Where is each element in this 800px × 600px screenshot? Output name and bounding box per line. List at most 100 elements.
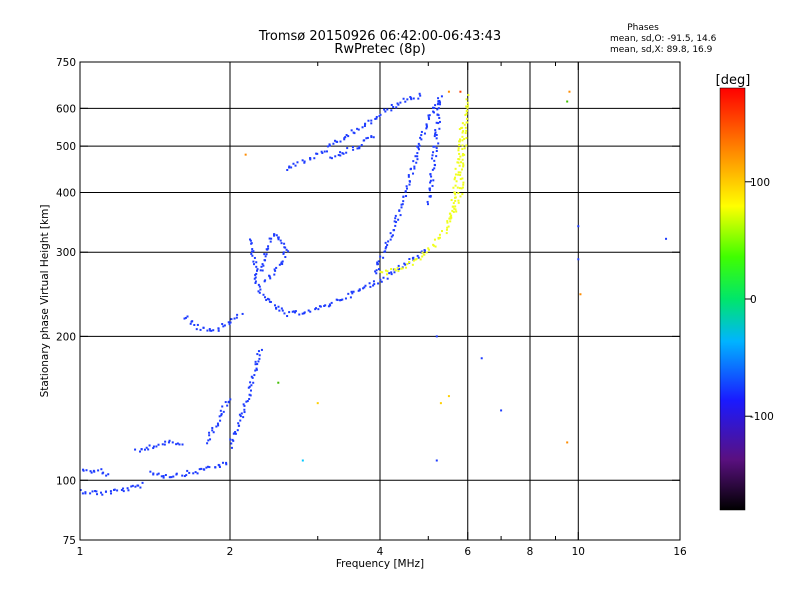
data-point-o: [436, 113, 439, 116]
data-point-o: [292, 310, 295, 313]
data-point-o: [251, 248, 254, 251]
data-point-o: [96, 493, 99, 496]
data-point-o: [403, 262, 406, 265]
data-point-o: [258, 291, 261, 294]
data-point-o: [423, 249, 426, 252]
colorbar-label: [deg]: [716, 73, 751, 88]
data-point-o: [109, 490, 112, 493]
data-point-x: [461, 177, 464, 180]
data-point-o: [285, 248, 288, 251]
data-point-o: [250, 252, 253, 255]
data-point-o: [434, 129, 437, 132]
data-point-scattered: [447, 90, 450, 93]
data-point-o: [394, 214, 397, 217]
data-point-o: [286, 169, 289, 172]
data-point-o: [230, 318, 233, 321]
data-point-o: [372, 136, 375, 139]
data-point-x: [448, 217, 451, 220]
data-point-o: [384, 241, 387, 244]
data-point-o: [269, 277, 272, 280]
data-point-x: [467, 93, 470, 96]
data-point-o: [140, 448, 143, 451]
data-point-o: [290, 166, 293, 169]
data-point-x: [401, 267, 404, 270]
data-point-x: [457, 171, 460, 174]
data-point-o: [438, 116, 441, 119]
data-point-o: [268, 298, 271, 301]
data-point-o: [337, 154, 340, 157]
data-point-o: [248, 393, 251, 396]
data-point-x: [412, 259, 415, 262]
data-point-o: [97, 469, 100, 472]
data-point-o: [396, 102, 399, 105]
data-point-x: [462, 164, 465, 167]
y-tick-label: 75: [63, 535, 76, 547]
data-point-o: [341, 298, 344, 301]
data-point-o: [321, 152, 324, 155]
data-point-scattered: [480, 357, 483, 360]
data-point-x: [466, 117, 469, 120]
data-point-o: [249, 381, 252, 384]
data-point-o: [254, 360, 257, 363]
data-point-o: [327, 305, 330, 308]
data-point-o: [339, 151, 342, 154]
data-point-o: [255, 368, 258, 371]
data-point-o: [379, 255, 382, 258]
data-point-o: [261, 263, 264, 266]
data-point-o: [390, 109, 393, 112]
data-point-x: [459, 195, 462, 198]
chart-title: Tromsø 20150926 06:42:00-06:43:43: [258, 29, 501, 44]
data-point-o: [435, 121, 438, 124]
data-point-x: [408, 261, 411, 264]
data-point-o: [416, 145, 419, 148]
data-point-o: [256, 268, 259, 271]
data-point-o: [241, 312, 244, 315]
data-point-o: [430, 175, 433, 178]
data-point-o: [412, 256, 415, 259]
data-point-o: [364, 284, 367, 287]
data-point-o: [281, 263, 284, 266]
data-point-x: [452, 205, 455, 208]
data-point-o: [425, 125, 428, 128]
data-point-o: [152, 473, 155, 476]
data-point-x: [458, 152, 461, 155]
data-point-scattered: [500, 409, 503, 412]
data-point-o: [263, 296, 266, 299]
data-point-o: [274, 269, 277, 272]
data-point-o: [416, 158, 419, 161]
data-point-o: [432, 179, 435, 182]
data-point-o: [252, 250, 255, 253]
data-point-o: [378, 115, 381, 118]
data-point-o: [405, 195, 408, 198]
data-point-x: [462, 162, 465, 165]
stats-line-o: mean, sd,O: -91.5, 14.6: [610, 34, 717, 44]
data-point-o: [324, 304, 327, 307]
data-point-x: [453, 191, 456, 194]
data-point-o: [206, 465, 209, 468]
data-point-o: [280, 261, 283, 264]
data-point-x: [454, 208, 457, 211]
data-point-o: [277, 236, 280, 239]
data-point-x: [456, 161, 459, 164]
x-tick-label: 6: [464, 546, 471, 558]
data-point-x: [386, 270, 389, 273]
data-point-o: [351, 146, 354, 149]
data-point-o: [377, 260, 380, 263]
data-point-x: [458, 187, 461, 190]
data-point-o: [330, 301, 333, 304]
data-point-x: [457, 149, 460, 152]
data-point-o: [369, 285, 372, 288]
data-point-o: [234, 432, 237, 435]
data-point-o: [216, 422, 219, 425]
data-point-o: [251, 254, 254, 257]
data-point-o: [217, 327, 220, 330]
data-point-o: [191, 320, 194, 323]
data-point-x: [449, 215, 452, 218]
data-point-x: [457, 192, 460, 195]
data-point-o: [149, 470, 152, 473]
data-point-o: [254, 369, 257, 372]
data-point-o: [164, 440, 167, 443]
data-point-o: [301, 312, 304, 315]
data-point-o: [418, 92, 421, 95]
data-point-o: [432, 111, 435, 114]
